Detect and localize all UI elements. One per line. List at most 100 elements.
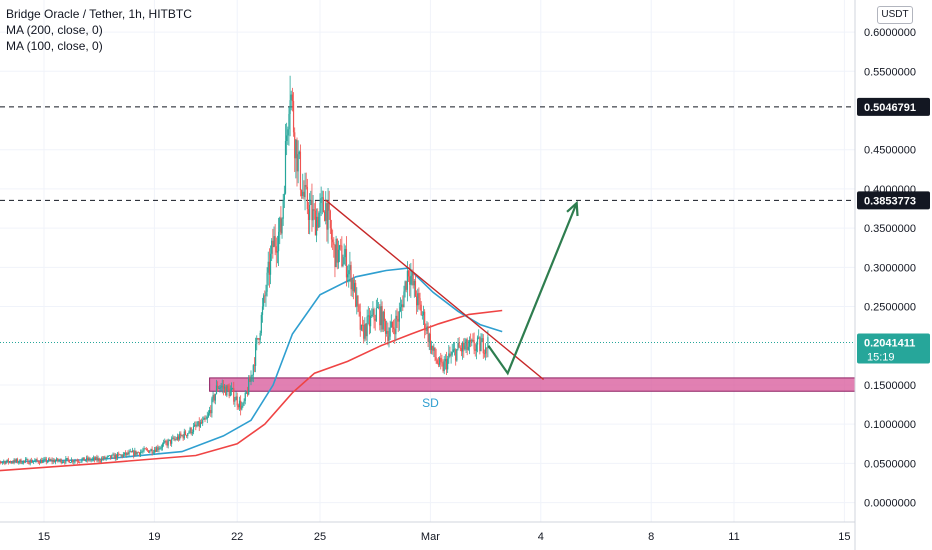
level-label: 0.3853773 [864,195,916,207]
candle-body [246,392,249,395]
candle-body [11,462,13,464]
candle-body [444,358,446,362]
candle-body [327,203,329,230]
candle-body [108,455,111,457]
candle-body [442,363,444,372]
candle-body [470,339,472,342]
candle-body [5,461,7,464]
candle-body [410,275,412,285]
candle-body [159,447,161,449]
candle-body [95,457,97,460]
candle-body [341,245,343,267]
price-axis[interactable]: 0.60000000.55000000.45000000.40000000.35… [854,0,930,550]
candle-body [80,461,82,463]
current-price-label: 0.2041411 [864,338,915,350]
candle-body [150,449,152,452]
drawings [325,199,579,381]
candle-body [79,461,81,463]
candle-body [6,459,8,462]
candle-body [126,452,128,456]
candle-body [481,338,483,342]
candle-body [340,245,342,247]
candle-body [177,436,180,440]
candle-body [350,265,352,290]
candle-body [456,349,458,361]
candle-body [337,249,339,263]
candle-body [388,336,390,341]
candle-body [303,191,305,198]
candle-body [28,463,30,465]
candle-body [261,306,264,315]
candle-body [376,307,379,309]
candle-body [361,324,364,326]
candle-body [374,318,376,321]
candle-body [228,388,230,397]
candle-body [203,417,205,420]
candle-body [342,264,344,267]
candle-body [302,191,304,196]
candle-body [89,458,91,461]
candle-body [427,326,429,343]
candle-body [358,305,360,312]
candle-body [191,432,193,434]
candle-body [81,459,83,462]
candle-body [125,452,127,456]
candle-body [482,338,484,354]
candle-body [324,212,326,221]
candle-body [355,282,357,307]
candle-body [459,347,461,349]
candle-body [212,395,214,399]
candle-body [225,386,227,396]
candle-body [30,460,32,463]
candle-body [52,460,54,462]
candle-body [445,358,448,370]
candle-body [351,279,353,290]
candle-body [256,337,258,344]
candle-body [399,307,402,311]
candle-body [130,451,132,453]
candle-body [404,281,406,292]
candle-body [44,458,46,460]
time-axis[interactable]: 15 19 22 25 Mar 4 8 11 15 [0,521,855,543]
candle-body [245,392,247,394]
ma-200-path [0,309,503,472]
candle-body [413,280,415,286]
candle-body [138,452,141,455]
candle-body [380,306,382,326]
candle-body [271,240,273,254]
candle-body [59,459,61,461]
candle-body [148,450,150,453]
currency-button[interactable]: USDT [877,6,913,24]
candle-body [279,217,281,232]
countdown-label: 15:19 [867,352,895,364]
candle-body [187,433,189,436]
candle-body [264,295,266,297]
candle-body [476,337,479,345]
candle-body [211,398,213,414]
current-price-bg [857,333,930,364]
legend-title: Bridge Oracle / Tether, 1h, HITBTC [6,7,192,21]
time-tick-label: 15 [838,531,850,543]
candle-body [217,385,219,389]
candle-body [240,400,242,410]
candle-body [434,347,436,358]
candle-body [433,347,435,351]
candle-body [67,458,69,460]
candle-body [145,449,147,450]
candle-body [158,448,160,450]
candle-body [61,462,63,463]
candle-body [36,459,38,461]
candle-body [449,353,451,356]
candle-body [94,457,96,460]
candle-body [233,388,235,402]
candle-body [295,139,297,159]
candle-body [123,452,126,455]
candle-body [426,326,428,331]
candle-body [310,200,312,205]
candle-body [15,459,17,462]
candle-body [87,457,89,461]
price-tick-label: 0.1500000 [864,380,916,392]
candle-body [156,447,158,452]
candle-body [440,357,442,362]
